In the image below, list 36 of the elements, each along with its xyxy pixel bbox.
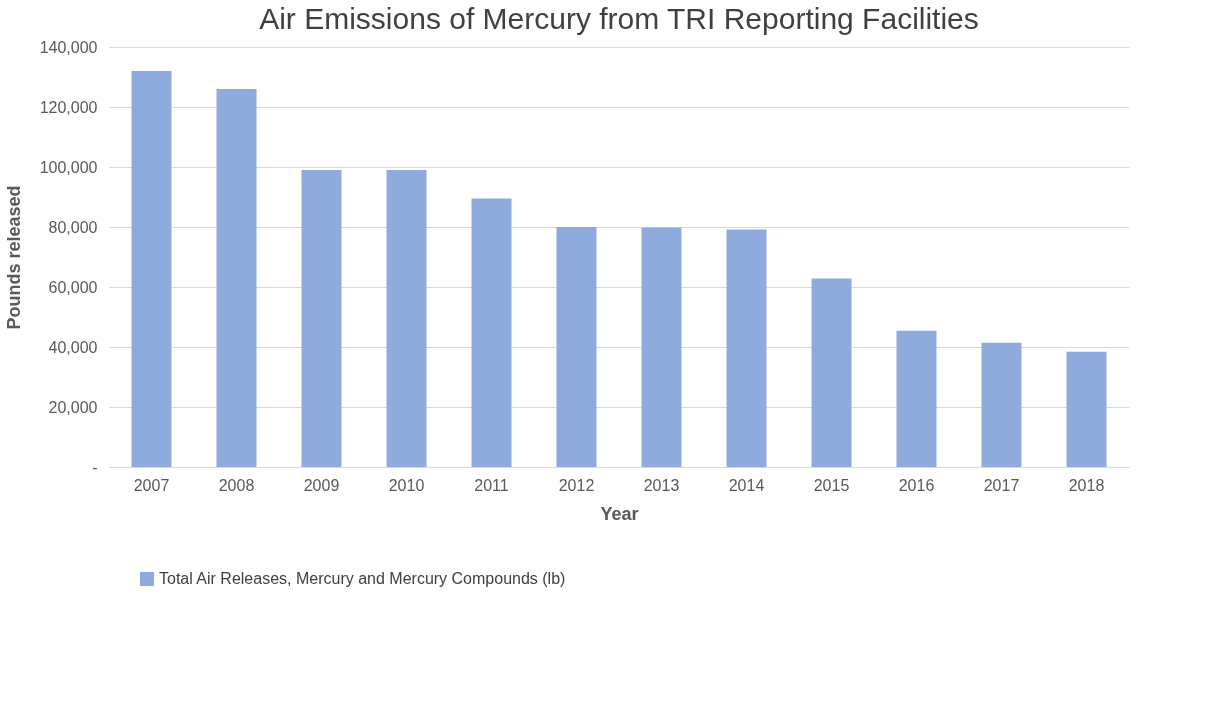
x-tick-label: 2016 <box>898 476 935 494</box>
bar <box>811 278 852 467</box>
y-tick-label: 100,000 <box>39 158 98 176</box>
y-tick-label: - <box>92 458 98 476</box>
x-tick-label: 2011 <box>474 476 509 494</box>
x-axis-title: Year <box>600 503 639 524</box>
y-tick-label: 120,000 <box>39 98 98 116</box>
x-tick-label: 2015 <box>813 476 850 494</box>
x-tick-label: 2010 <box>388 476 425 494</box>
bar <box>981 342 1022 467</box>
legend-label: Total Air Releases, Mercury and Mercury Compounds (lb) <box>159 570 566 587</box>
y-axis-title: Pounds released <box>3 185 24 330</box>
x-tick-label: 2012 <box>558 476 595 494</box>
bar <box>131 71 172 467</box>
y-tick-label: 80,000 <box>48 218 98 236</box>
bar <box>301 170 342 467</box>
chart-title: Air Emissions of Mercury from TRI Reporting Facilities <box>259 2 979 35</box>
x-tick-label: 2007 <box>133 476 170 494</box>
bar <box>386 170 427 467</box>
x-tick-label: 2009 <box>303 476 340 494</box>
bar <box>726 229 767 467</box>
x-tick-label: 2018 <box>1068 476 1105 494</box>
bar <box>556 227 597 467</box>
bar <box>641 227 682 467</box>
bar <box>471 198 512 467</box>
x-tick-label: 2014 <box>728 476 765 494</box>
y-tick-label: 140,000 <box>39 38 98 56</box>
bar <box>216 89 257 467</box>
x-tick-label: 2008 <box>218 476 255 494</box>
bar <box>1066 351 1107 467</box>
y-tick-label: 40,000 <box>48 338 98 356</box>
y-tick-label: 20,000 <box>48 398 98 416</box>
x-tick-label: 2017 <box>983 476 1020 494</box>
x-tick-label: 2013 <box>643 476 680 494</box>
bar <box>896 330 937 467</box>
y-tick-label: 60,000 <box>48 278 98 296</box>
